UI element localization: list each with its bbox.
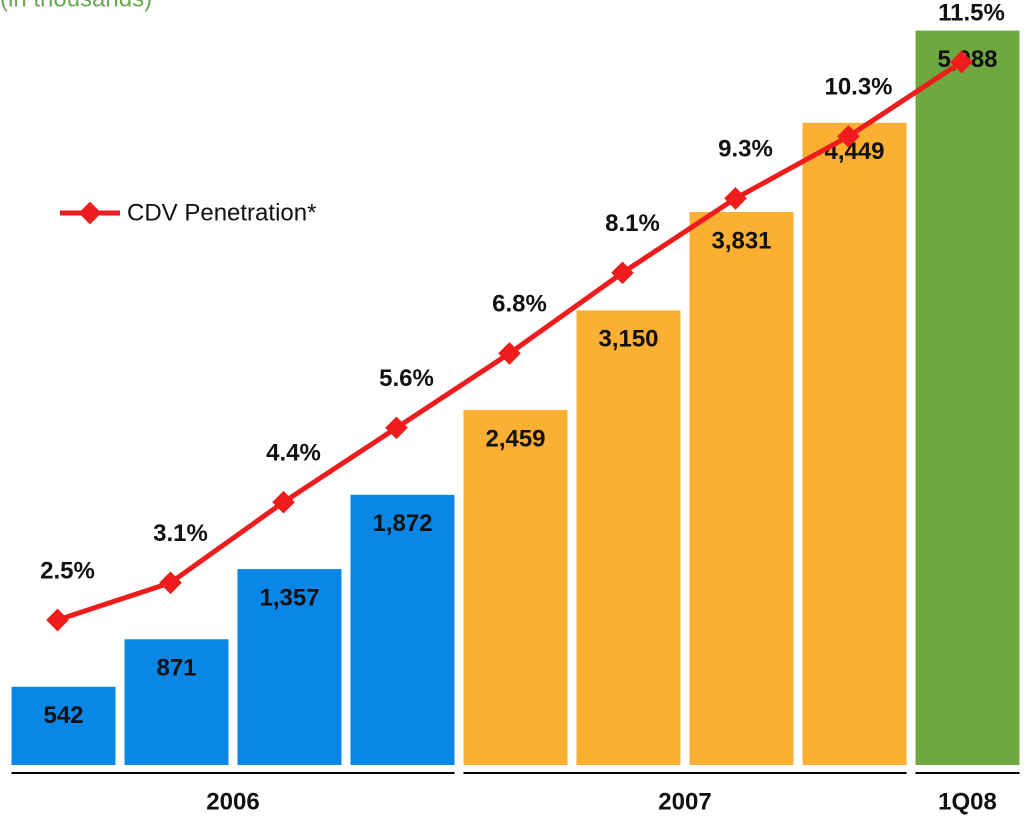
bar bbox=[802, 122, 907, 766]
bar bbox=[237, 569, 342, 765]
bar bbox=[463, 410, 568, 765]
line-value-label: 2.5% bbox=[40, 557, 95, 584]
bar-value-label: 1,357 bbox=[259, 584, 319, 611]
bar-value-label: 3,150 bbox=[598, 326, 658, 353]
line-value-label: 3.1% bbox=[153, 520, 208, 547]
line-marker bbox=[385, 416, 408, 440]
legend-marker bbox=[78, 201, 102, 225]
group-label: 1Q08 bbox=[938, 788, 997, 815]
bar-value-label: 3,831 bbox=[711, 227, 771, 254]
line-value-label: 8.1% bbox=[605, 210, 660, 237]
line-value-label: 11.5% bbox=[938, 0, 1005, 26]
bar-value-label: 542 bbox=[43, 702, 83, 729]
group-label: 2007 bbox=[658, 788, 711, 815]
line-marker bbox=[498, 342, 521, 365]
bar-value-label: 871 bbox=[156, 655, 196, 682]
bar-value-label: 1,872 bbox=[372, 510, 432, 537]
group-label: 2006 bbox=[206, 788, 259, 815]
chart-subtitle: (in thousands) bbox=[0, 0, 152, 12]
line-marker bbox=[272, 490, 295, 514]
line-value-label: 4.4% bbox=[266, 440, 321, 467]
bar bbox=[350, 494, 455, 765]
bar bbox=[576, 310, 681, 765]
bar-value-label: 2,459 bbox=[485, 425, 545, 452]
legend-label: CDV Penetration* bbox=[127, 199, 316, 226]
bar bbox=[124, 639, 229, 765]
line-value-label: 9.3% bbox=[718, 136, 773, 163]
line-value-label: 10.3% bbox=[824, 74, 892, 101]
line-marker bbox=[46, 608, 69, 632]
bar bbox=[915, 30, 1020, 766]
line-value-label: 6.8% bbox=[492, 291, 547, 318]
bar bbox=[689, 212, 794, 765]
bar bbox=[11, 686, 116, 765]
line-marker bbox=[611, 261, 634, 285]
line-value-label: 5.6% bbox=[379, 365, 434, 392]
